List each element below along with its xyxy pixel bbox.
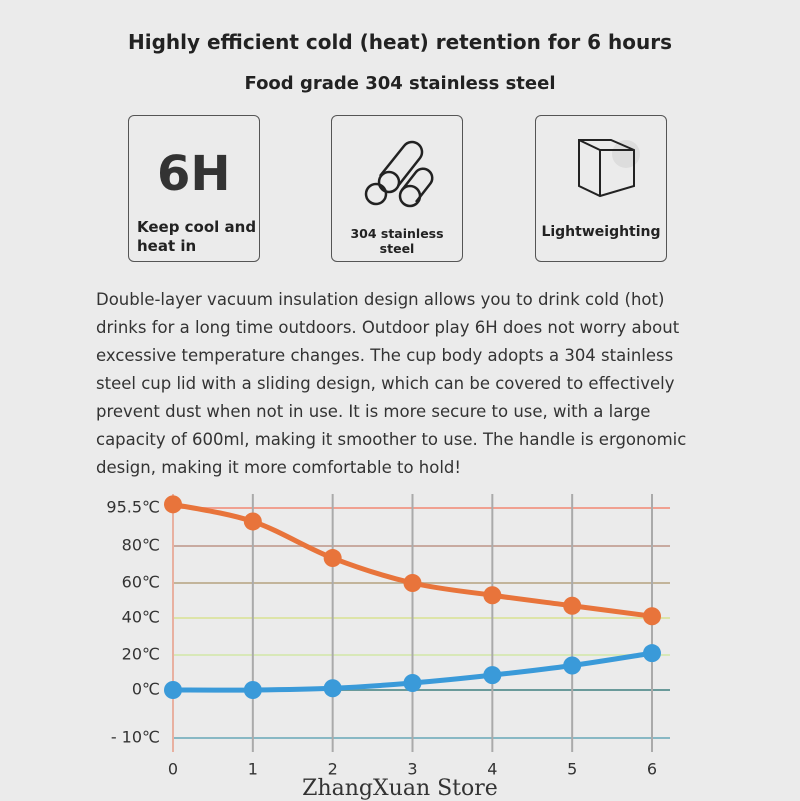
x-tick-label: 2: [328, 760, 338, 779]
data-point: [483, 586, 502, 605]
feature-card: 304 stainless steel: [331, 115, 463, 262]
description: Double-layer vacuum insulation design al…: [96, 290, 687, 477]
feature-card: 6H Keep cool and heat in: [128, 115, 260, 262]
x-tick-label: 1: [248, 760, 258, 779]
data-point: [243, 681, 262, 699]
title: Highly efficient cold (heat) retention f…: [127, 30, 673, 54]
y-tick-label: 60℃: [122, 573, 160, 592]
y-tick-label: 95.5℃: [106, 498, 160, 517]
data-point: [403, 674, 422, 692]
y-tick-label: 20℃: [122, 645, 160, 664]
box-icon: [578, 139, 640, 198]
data-point: [243, 512, 262, 531]
feature-label: Lightweighting: [541, 224, 661, 240]
badge: 6H: [157, 146, 231, 202]
data-point: [643, 644, 661, 663]
subtitle: Food grade 304 stainless steel: [244, 73, 556, 94]
x-tick-label: 6: [647, 760, 657, 779]
x-tick-label: 0: [168, 760, 178, 779]
data-point: [643, 607, 661, 626]
y-tick-label: 40℃: [122, 608, 160, 627]
feature-label: Keep cool and heat in: [137, 218, 257, 255]
feature-label: 304 stainless steel: [350, 226, 444, 256]
x-tick-label: 3: [407, 760, 417, 779]
feature-card: Lightweighting: [535, 115, 667, 262]
data-point: [403, 574, 422, 592]
logs-icon: [364, 140, 434, 208]
x-tick-label: 4: [487, 760, 497, 779]
data-point: [164, 681, 182, 699]
watermark: ZhangXuan Store: [302, 776, 498, 801]
data-point: [483, 666, 502, 685]
y-tick-label: 0℃: [132, 680, 160, 699]
x-tick-label: 5: [567, 760, 577, 779]
data-point: [323, 549, 342, 568]
y-tick-label: - 10℃: [111, 728, 160, 747]
data-point: [323, 679, 342, 698]
data-point: [563, 656, 582, 675]
data-point: [164, 495, 182, 514]
y-tick-label: 80℃: [122, 536, 160, 555]
data-point: [563, 596, 582, 615]
